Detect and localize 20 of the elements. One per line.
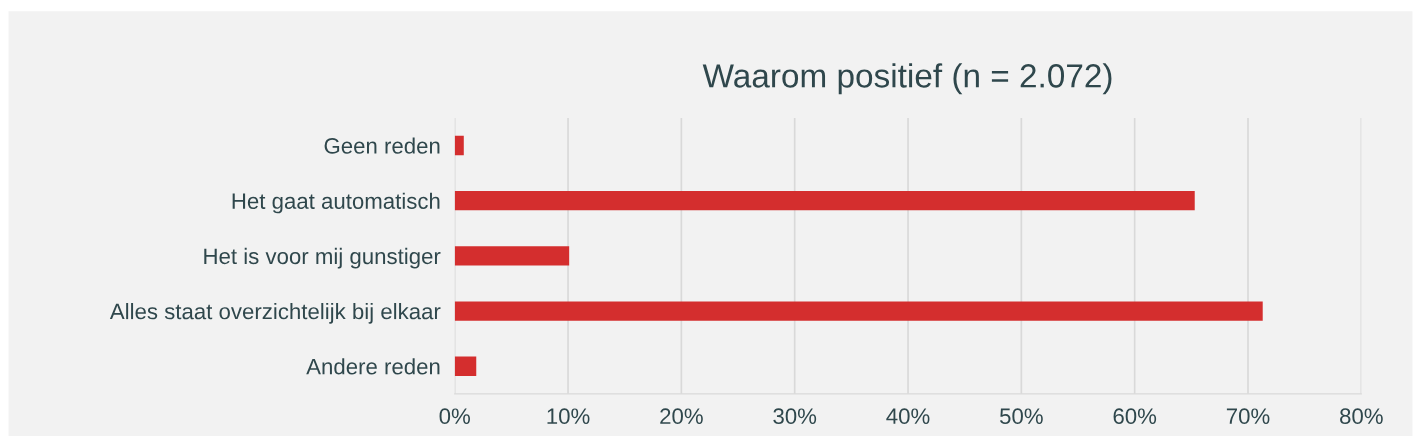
bar [454,246,570,266]
bar [454,135,464,156]
bar [454,356,477,376]
chart-title: Waarom positief (n = 2.072) [702,63,1112,95]
x-tick-label: 0% [439,408,470,425]
x-tick-label: 70% [1226,408,1270,425]
x-tick-label: 20% [660,408,703,425]
y-tick-label: Het is voor mij gunstiger [204,247,441,269]
x-tick-label: 40% [886,408,930,425]
bar [454,301,1263,321]
x-tick-label: 50% [999,408,1043,425]
y-tick-label: Andere reden [306,358,440,375]
x-tick-label: 30% [773,408,817,425]
bar [454,191,1195,211]
y-tick-label: Geen reden [324,137,440,154]
x-tick-label: 10% [547,408,590,425]
y-tick-label: Het gaat automatisch [232,192,440,214]
y-tick-label: Alles staat overzichtelijk bij elkaar [109,303,441,324]
x-tick-label: 60% [1113,408,1157,425]
x-tick-label: 80% [1340,408,1383,425]
